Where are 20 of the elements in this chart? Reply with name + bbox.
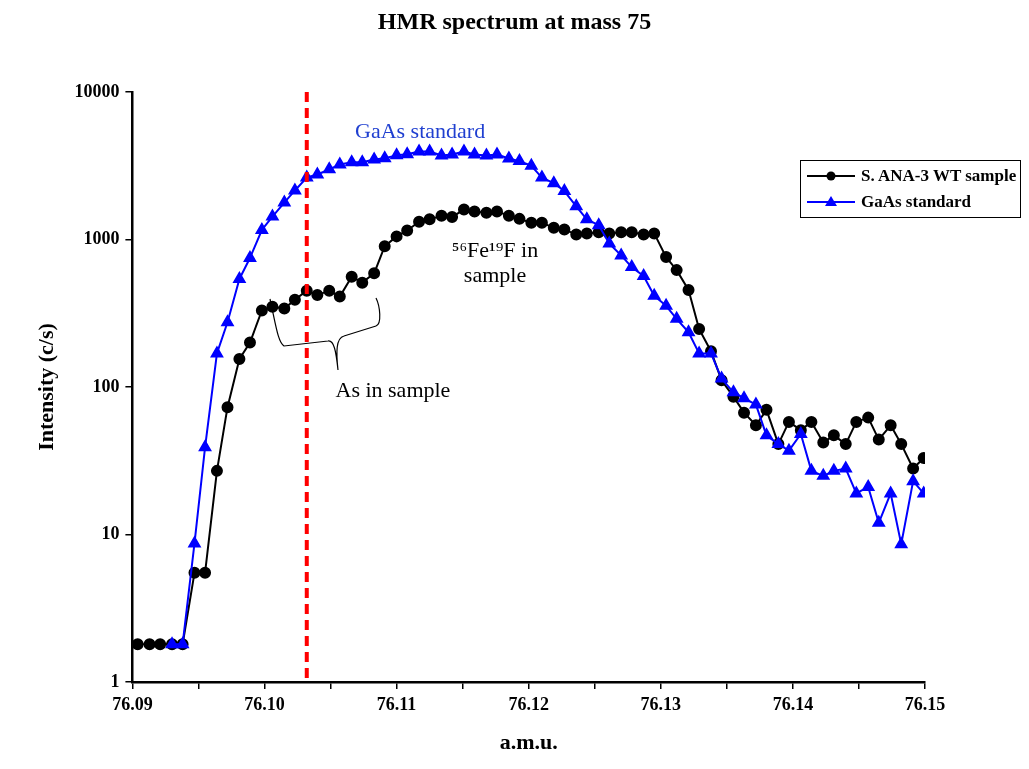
y-tick-label: 1000	[83, 228, 120, 249]
annotation: As in sample	[335, 376, 451, 402]
text: 76.10	[244, 694, 285, 715]
annotation: GaAs standard	[355, 117, 486, 143]
x-tick-label: 76.15	[904, 694, 946, 715]
y-tick-label: 10	[101, 523, 120, 544]
annotation: ⁵⁶Fe¹⁹F in sample	[450, 236, 540, 288]
x-tick-label: 76.11	[376, 694, 417, 715]
y-tick-label: 10000	[74, 80, 120, 101]
chart-title: HMR spectrum at mass 75	[376, 8, 653, 35]
x-tick-label: 76.13	[640, 694, 682, 715]
y-axis-title: Intensity (c/s)	[32, 323, 58, 451]
legend-label: S. ANA-3 WT sample	[861, 166, 1017, 186]
x-tick-label: 76.12	[508, 694, 549, 715]
y-tick-label: 1	[110, 670, 120, 691]
legend-label: GaAs standard	[861, 192, 972, 212]
y-tick-label: 100	[92, 375, 120, 396]
x-tick-label: 76.09	[112, 694, 153, 715]
x-tick-label: 76.14	[772, 694, 814, 715]
x-axis-title: a.m.u.	[499, 729, 558, 755]
